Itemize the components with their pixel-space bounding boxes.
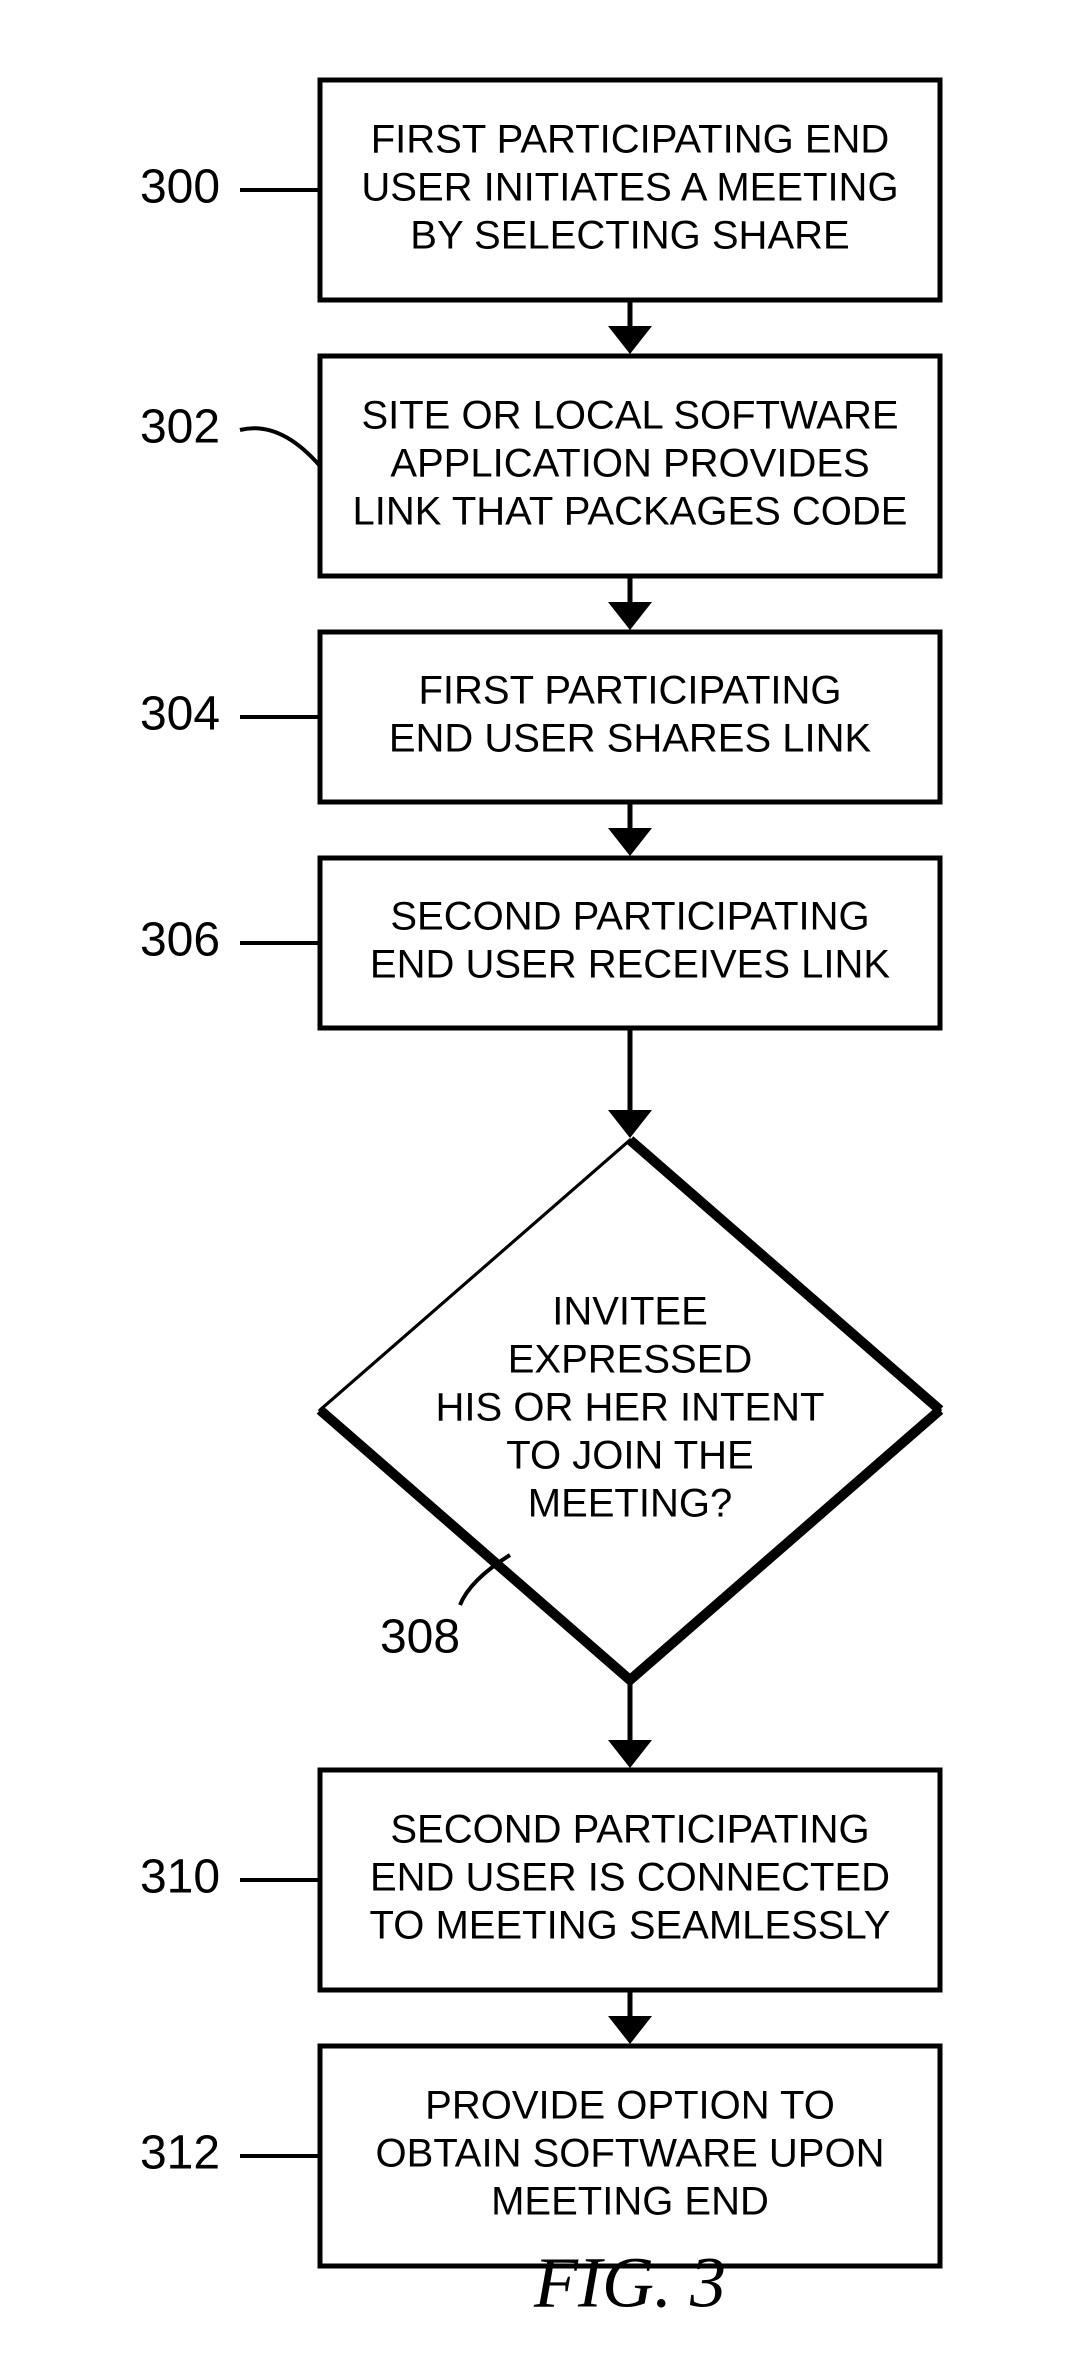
node-ref-label: 310 — [140, 1851, 220, 1904]
arrowhead-icon — [608, 828, 652, 856]
flow-node-310: SECOND PARTICIPATINGEND USER IS CONNECTE… — [140, 1770, 940, 1990]
node-text: MEETING END — [491, 2180, 769, 2224]
flow-node-306: SECOND PARTICIPATINGEND USER RECEIVES LI… — [140, 858, 940, 1028]
node-text: HIS OR HER INTENT — [436, 1386, 825, 1430]
arrowhead-icon — [608, 2016, 652, 2044]
arrowhead-icon — [608, 326, 652, 354]
flow-node-308: INVITEEEXPRESSEDHIS OR HER INTENTTO JOIN… — [320, 1140, 940, 1680]
node-text: FIRST PARTICIPATING — [418, 669, 841, 713]
node-ref-label: 308 — [380, 1611, 460, 1664]
node-text: END USER RECEIVES LINK — [370, 943, 890, 987]
node-ref-label: 302 — [140, 401, 220, 454]
flow-node-312: PROVIDE OPTION TOOBTAIN SOFTWARE UPONMEE… — [140, 2046, 940, 2266]
node-ref-label: 304 — [140, 688, 220, 741]
node-text: LINK THAT PACKAGES CODE — [353, 490, 908, 534]
node-ref-label: 300 — [140, 161, 220, 214]
arrowhead-icon — [608, 1110, 652, 1138]
node-text: MEETING? — [528, 1482, 732, 1526]
arrowhead-icon — [608, 1740, 652, 1768]
flow-node-300: FIRST PARTICIPATING ENDUSER INITIATES A … — [140, 80, 940, 300]
flow-node-302: SITE OR LOCAL SOFTWAREAPPLICATION PROVID… — [140, 356, 940, 576]
node-text: TO MEETING SEAMLESSLY — [370, 1904, 891, 1948]
node-ref-label: 306 — [140, 914, 220, 967]
node-text: BY SELECTING SHARE — [410, 214, 849, 258]
node-text: APPLICATION PROVIDES — [390, 442, 869, 486]
node-text: TO JOIN THE — [506, 1434, 753, 1478]
node-ref-label: 312 — [140, 2127, 220, 2180]
node-text: SECOND PARTICIPATING — [390, 895, 869, 939]
flow-node-304: FIRST PARTICIPATINGEND USER SHARES LINK 3… — [140, 632, 940, 802]
arrowhead-icon — [608, 602, 652, 630]
node-text: PROVIDE OPTION TO — [425, 2084, 835, 2128]
node-text: INVITEE — [552, 1290, 708, 1334]
node-text: END USER IS CONNECTED — [370, 1856, 890, 1900]
node-text: SITE OR LOCAL SOFTWARE — [361, 394, 898, 438]
node-text: OBTAIN SOFTWARE UPON — [376, 2132, 885, 2176]
flowchart-figure: FIRST PARTICIPATING ENDUSER INITIATES A … — [0, 0, 1082, 2361]
node-text: USER INITIATES A MEETING — [361, 166, 898, 210]
figure-caption: FIG. 3 — [533, 2243, 726, 2323]
node-text: SECOND PARTICIPATING — [390, 1808, 869, 1852]
node-text: EXPRESSED — [508, 1338, 753, 1382]
node-text: END USER SHARES LINK — [389, 717, 872, 761]
node-text: FIRST PARTICIPATING END — [371, 118, 890, 162]
